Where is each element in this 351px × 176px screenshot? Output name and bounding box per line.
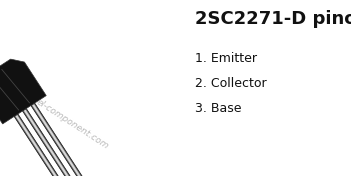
Polygon shape (25, 109, 78, 176)
Polygon shape (17, 114, 69, 176)
Polygon shape (31, 105, 84, 176)
Text: el-component.com: el-component.com (34, 98, 110, 151)
Text: 2SC2271-D pinout: 2SC2271-D pinout (195, 10, 351, 28)
Polygon shape (34, 103, 86, 176)
Text: 3. Base: 3. Base (195, 102, 241, 115)
Text: 2. Collector: 2. Collector (195, 77, 267, 90)
Text: 1. Emitter: 1. Emitter (195, 52, 257, 65)
Polygon shape (14, 114, 69, 176)
Polygon shape (14, 116, 67, 176)
Polygon shape (31, 103, 86, 176)
Polygon shape (22, 110, 75, 176)
Polygon shape (22, 109, 78, 176)
Polygon shape (0, 59, 46, 124)
